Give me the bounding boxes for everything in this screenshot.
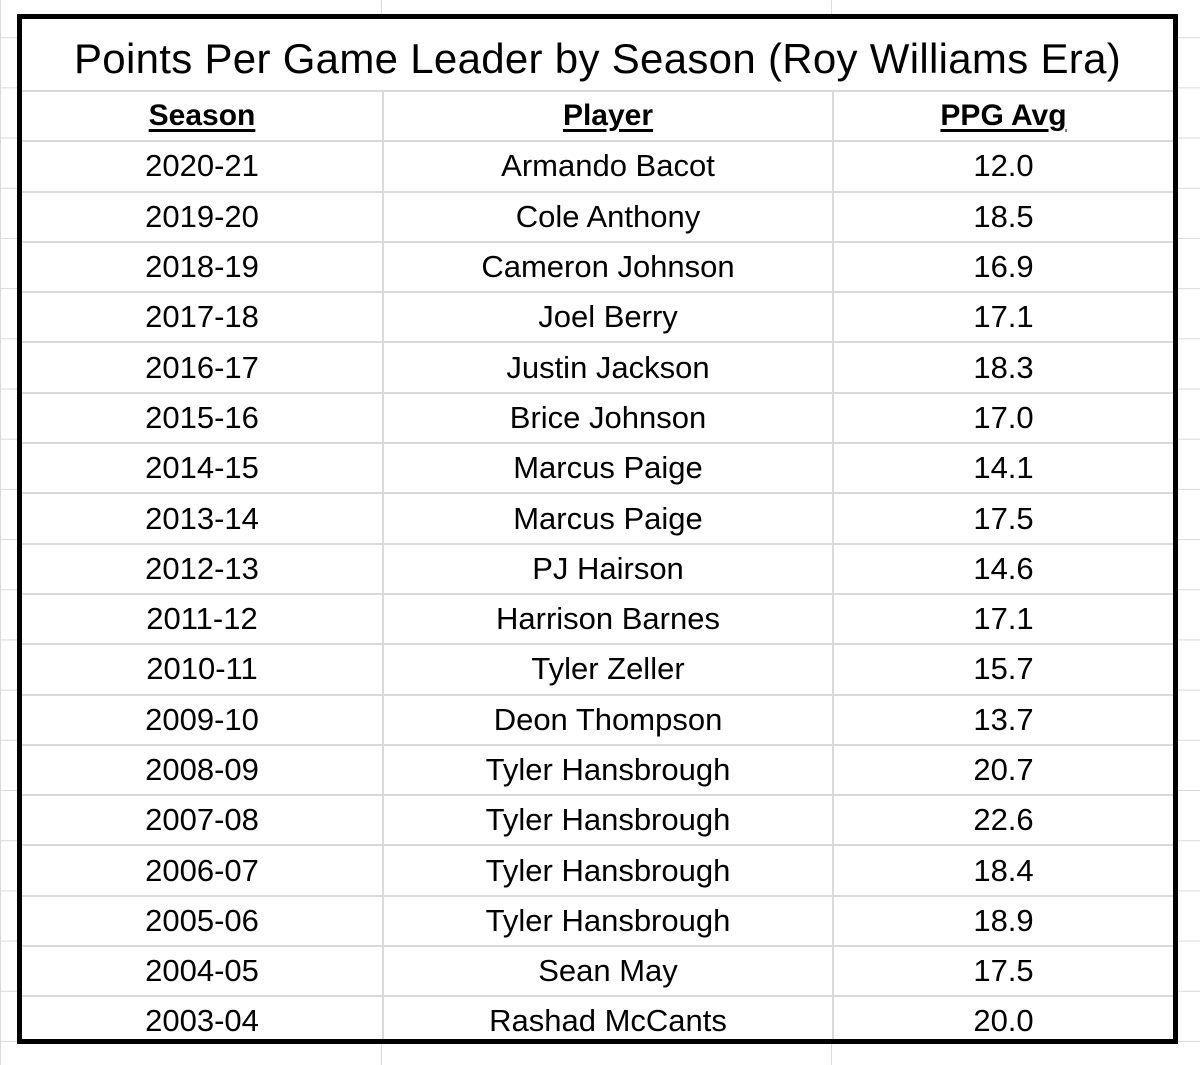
cell-season[interactable]: 2015-16	[22, 392, 384, 445]
cell-player[interactable]: Tyler Zeller	[383, 644, 834, 696]
cell-player[interactable]: Tyler Hansbrough	[383, 795, 834, 847]
cell-season[interactable]: 2020-21	[22, 141, 384, 193]
table-row: 2003-04 Rashad McCants 20.0	[22, 996, 1173, 1039]
cell-season[interactable]: 2009-10	[22, 694, 384, 746]
cell-season[interactable]: 2006-07	[22, 845, 384, 897]
table-row: 2016-17 Justin Jackson 18.3	[22, 342, 1173, 394]
header-season[interactable]: Season	[22, 92, 384, 143]
table-row: 2020-21 Armando Bacot 12.0	[22, 141, 1173, 193]
cell-ppg[interactable]: 18.9	[833, 895, 1173, 948]
cell-player[interactable]: Tyler Hansbrough	[383, 895, 834, 948]
cell-player[interactable]: Marcus Paige	[383, 443, 834, 495]
cell-season[interactable]: 2013-14	[22, 493, 384, 545]
ppg-leaders-table: Season Player PPG Avg 2020-21 Armando Bac…	[22, 92, 1173, 1039]
cell-player[interactable]: Cole Anthony	[383, 191, 834, 243]
table-row: 2015-16 Brice Johnson 17.0	[22, 392, 1173, 445]
cell-player[interactable]: Brice Johnson	[383, 392, 834, 445]
cell-season[interactable]: 2016-17	[22, 342, 384, 394]
table-row: 2018-19 Cameron Johnson 16.9	[22, 241, 1173, 294]
cell-ppg[interactable]: 18.3	[833, 342, 1173, 394]
table-row: 2012-13 PJ Hairson 14.6	[22, 543, 1173, 595]
cell-ppg[interactable]: 17.0	[833, 392, 1173, 445]
table-row: 2008-09 Tyler Hansbrough 20.7	[22, 744, 1173, 797]
cell-season[interactable]: 2018-19	[22, 241, 384, 294]
cell-ppg[interactable]: 17.1	[833, 292, 1173, 344]
table-row: 2010-11 Tyler Zeller 15.7	[22, 644, 1173, 696]
table-title: Points Per Game Leader by Season (Roy Wi…	[22, 19, 1173, 92]
cell-player[interactable]: Sean May	[383, 946, 834, 998]
table-row: 2004-05 Sean May 17.5	[22, 946, 1173, 998]
table-row: 2013-14 Marcus Paige 17.5	[22, 493, 1173, 545]
cell-ppg[interactable]: 15.7	[833, 644, 1173, 696]
cell-season[interactable]: 2005-06	[22, 895, 384, 948]
table-row: 2007-08 Tyler Hansbrough 22.6	[22, 795, 1173, 847]
cell-ppg[interactable]: 20.0	[973, 1003, 1034, 1039]
cell-season[interactable]: 2012-13	[22, 543, 384, 595]
cell-ppg[interactable]: 20.7	[833, 744, 1173, 797]
cell-ppg[interactable]: 12.0	[833, 141, 1173, 193]
cell-ppg[interactable]: 17.5	[833, 946, 1173, 998]
cell-season[interactable]: 2017-18	[22, 292, 384, 344]
table-row: 2009-10 Deon Thompson 13.7	[22, 694, 1173, 746]
cell-player[interactable]: Tyler Hansbrough	[383, 744, 834, 797]
cell-player[interactable]: Marcus Paige	[383, 493, 834, 545]
cell-season[interactable]: 2004-05	[22, 946, 384, 998]
cell-player[interactable]: Tyler Hansbrough	[383, 845, 834, 897]
table-row: 2017-18 Joel Berry 17.1	[22, 292, 1173, 344]
cell-player[interactable]: Cameron Johnson	[383, 241, 834, 294]
cell-ppg[interactable]: 14.6	[833, 543, 1173, 595]
cell-ppg[interactable]: 17.1	[833, 593, 1173, 646]
cell-player[interactable]: Rashad McCants	[383, 996, 834, 1039]
cell-ppg[interactable]: 13.7	[833, 694, 1173, 746]
cell-player[interactable]: Justin Jackson	[383, 342, 834, 394]
cell-season[interactable]: 2008-09	[22, 744, 384, 797]
cell-player[interactable]: Harrison Barnes	[383, 593, 834, 646]
cell-season[interactable]: 2011-12	[22, 593, 384, 646]
cell-player[interactable]: PJ Hairson	[383, 543, 834, 595]
cell-ppg[interactable]: 14.1	[833, 443, 1173, 495]
table-row: 2019-20 Cole Anthony 18.5	[22, 191, 1173, 243]
table-row: 2011-12 Harrison Barnes 17.1	[22, 593, 1173, 646]
cell-season[interactable]: 2003-04	[22, 996, 384, 1039]
header-player[interactable]: Player	[383, 92, 834, 143]
table-body: 2020-21 Armando Bacot 12.0 2019-20 Cole Anth…	[22, 141, 1173, 1039]
cell-season[interactable]: 2010-11	[22, 644, 384, 696]
header-ppg[interactable]: PPG Avg	[833, 92, 1173, 143]
cell-player[interactable]: Armando Bacot	[383, 141, 834, 193]
cell-season[interactable]: 2019-20	[22, 191, 384, 243]
table-row: 2014-15 Marcus Paige 14.1	[22, 443, 1173, 495]
table-row: 2006-07 Tyler Hansbrough 18.4	[22, 845, 1173, 897]
cell-player[interactable]: Joel Berry	[383, 292, 834, 344]
ppg-leaders-table-frame: Points Per Game Leader by Season (Roy Wi…	[17, 14, 1178, 1044]
cell-ppg[interactable]: 16.9	[833, 241, 1173, 294]
cell-player[interactable]: Deon Thompson	[383, 694, 834, 746]
cell-ppg[interactable]: 18.5	[833, 191, 1173, 243]
header-row: Season Player PPG Avg	[22, 92, 1173, 143]
cell-ppg[interactable]: 22.6	[833, 795, 1173, 847]
cell-ppg[interactable]: 17.5	[833, 493, 1173, 545]
cell-ppg[interactable]: 18.4	[833, 845, 1173, 897]
cell-season[interactable]: 2014-15	[22, 443, 384, 495]
table-row: 2005-06 Tyler Hansbrough 18.9	[22, 895, 1173, 948]
cell-season[interactable]: 2007-08	[22, 795, 384, 847]
